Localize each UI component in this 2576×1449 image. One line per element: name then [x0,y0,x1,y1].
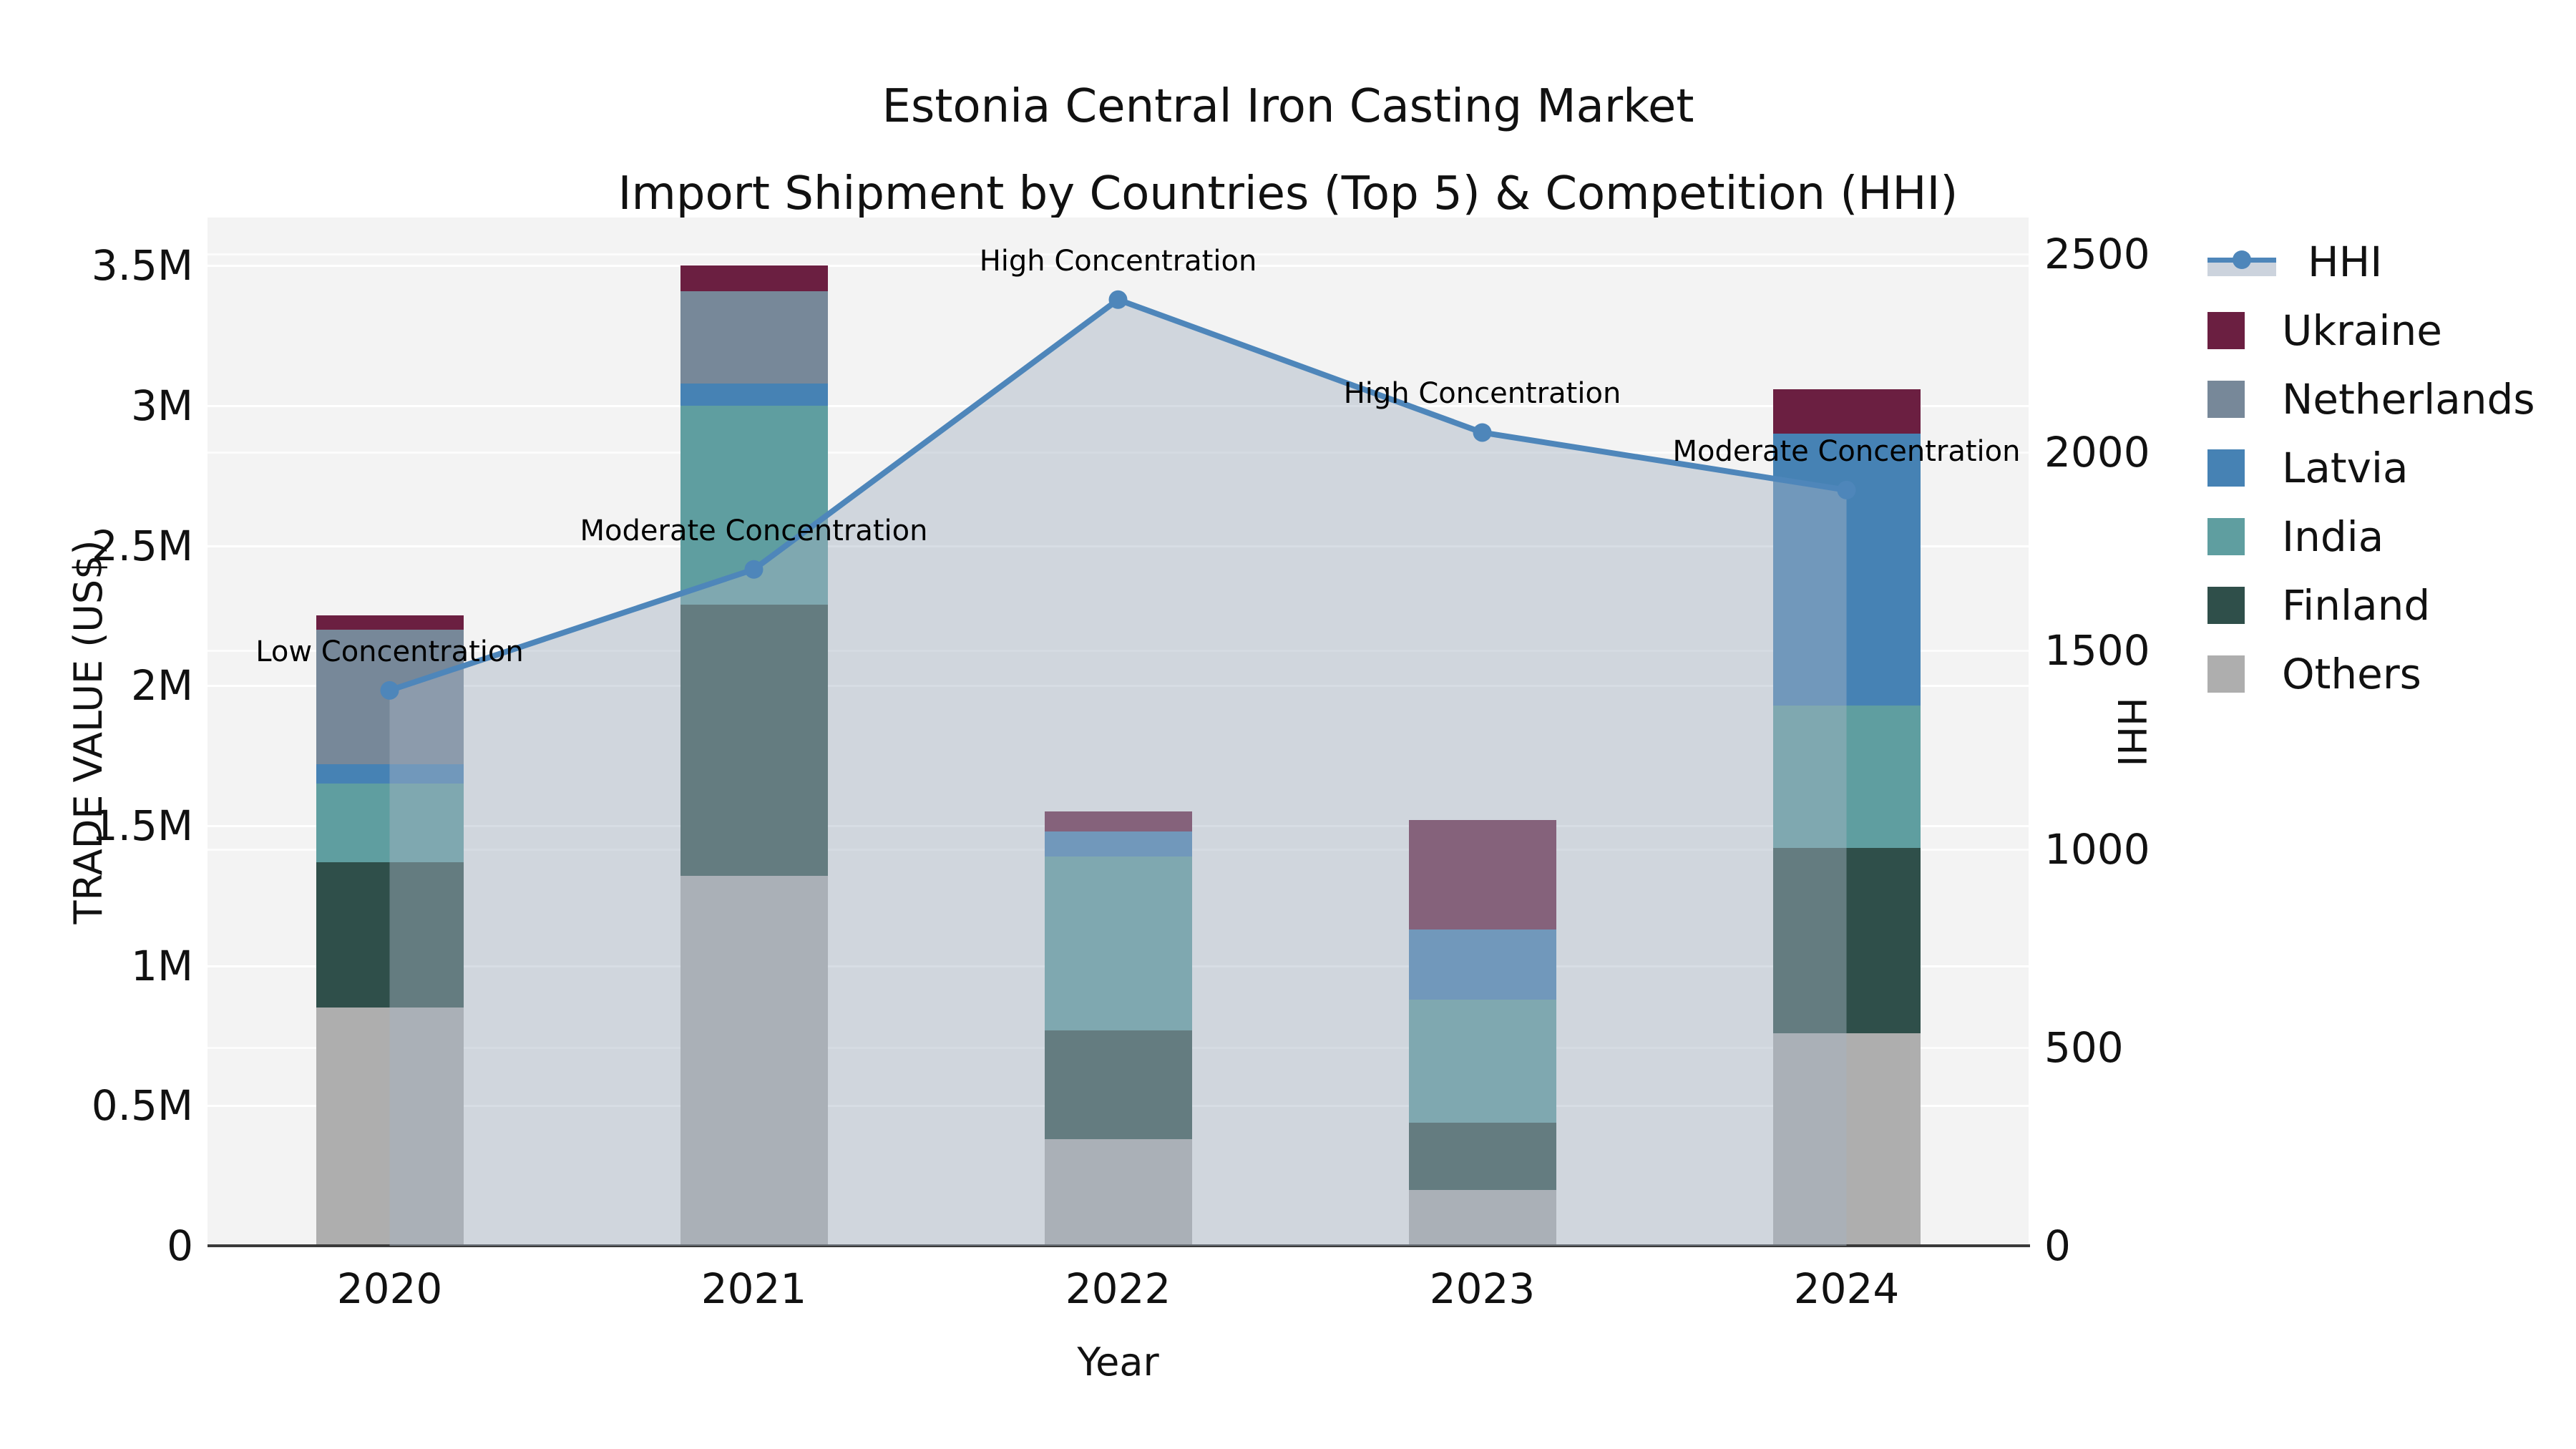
x-tick-label-2020: 2020 [336,1264,443,1313]
bar-segment-finland-2022 [1044,1030,1192,1140]
bar-segment-others-2024 [1772,1033,1921,1246]
bar-segment-others-2023 [1408,1189,1556,1246]
bar-segment-latvia-2020 [316,763,464,784]
x-axis-line [208,1244,2030,1247]
legend-label: Latvia [2282,444,2409,492]
legend-swatch-finland [2207,587,2245,624]
legend-item-finland: Finland [2207,571,2430,640]
gridline [208,685,2029,688]
y-right-tick-label: 500 [2044,1023,2124,1072]
legend-swatch-india [2207,518,2245,555]
gridline [208,265,2029,268]
bar-segment-latvia-2023 [1408,929,1556,1000]
legend-item-others: Others [2207,640,2421,708]
bar-segment-finland-2020 [316,862,464,1008]
legend-swatch-netherlands [2207,381,2245,418]
legend-swatch-ukraine [2207,312,2245,349]
bar-segment-finland-2021 [680,604,828,877]
y-left-tick-label: 2M [131,661,193,711]
legend-item-india: India [2207,502,2384,571]
bar-segment-ukraine-2022 [1044,811,1192,831]
bar-segment-india-2022 [1044,857,1192,1030]
y-left-tick-label: 1M [131,941,193,990]
gridline [208,404,2029,407]
legend-item-ukraine: Ukraine [2207,296,2442,365]
chart-title: Estonia Central Iron Casting Market Impo… [0,80,2576,220]
legend-label: Netherlands [2282,375,2535,424]
legend: HHI Ukraine Netherlands Latvia India Finland O… [2207,228,2576,714]
annotation-2023: High Concentration [1343,377,1621,411]
y-left-tick-label: 0.5M [91,1081,193,1131]
gridline [208,650,2029,653]
hhi-marker-2020 [380,680,399,700]
y-axis-right-title: HHI [2109,696,2154,767]
hhi-marker-2024 [1837,480,1856,499]
bar-segment-ukraine-2023 [1408,820,1556,930]
y-left-tick-label: 0 [167,1221,193,1270]
gridline [208,545,2029,547]
bar-segment-latvia-2024 [1772,434,1921,706]
legend-item-latvia: Latvia [2207,434,2409,502]
legend-label: Finland [2282,581,2431,630]
bar-segment-latvia-2021 [680,383,828,406]
y-right-tick-label: 1500 [2044,626,2150,675]
bar-segment-ukraine-2020 [316,615,464,630]
legend-label: Ukraine [2282,306,2442,355]
legend-hhi-line-swatch [2207,243,2276,280]
bar-segment-others-2021 [680,876,828,1246]
x-tick-label-2024: 2024 [1793,1264,1900,1313]
chart-title-line1: Estonia Central Iron Casting Market [882,80,1694,133]
legend-label: HHI [2308,238,2383,286]
y-left-tick-label: 3.5M [91,241,193,291]
hhi-marker-2021 [744,560,763,579]
bar-segment-india-2020 [316,784,464,862]
x-axis-title: Year [1077,1340,1159,1385]
x-tick-label-2022: 2022 [1065,1264,1171,1313]
bar-segment-finland-2023 [1408,1122,1556,1190]
bar-segment-finland-2024 [1772,848,1921,1033]
hhi-area-fill [389,299,1847,1246]
bar-segment-others-2022 [1044,1139,1192,1246]
hhi-marker-2022 [1108,290,1128,309]
legend-swatch-others [2207,655,2245,693]
gridline [208,452,2029,454]
bar-segment-ukraine-2024 [1772,389,1921,434]
y-axis-left-title: TRADE VALUE (US$) [66,539,111,924]
x-tick-label-2023: 2023 [1429,1264,1536,1313]
y-left-tick-label: 2.5M [91,521,193,570]
y-right-tick-label: 2000 [2044,428,2150,477]
legend-label: Others [2282,650,2421,698]
bar-segment-india-2024 [1772,705,1921,849]
y-right-tick-label: 1000 [2044,824,2150,874]
annotation-2022: High Concentration [979,244,1257,278]
annotation-2020: Low Concentration [255,635,524,668]
y-left-tick-label: 3M [131,381,193,430]
legend-hhi-marker [2233,250,2251,269]
x-tick-label-2021: 2021 [701,1264,807,1313]
chart-title-line2: Import Shipment by Countries (Top 5) & C… [618,167,1958,220]
bar-segment-latvia-2022 [1044,831,1192,857]
bar-segment-others-2020 [316,1008,464,1246]
y-right-tick-label: 2500 [2044,230,2150,278]
gridline [208,253,2029,255]
legend-swatch-latvia [2207,449,2245,487]
bar-segment-netherlands-2021 [680,291,828,384]
annotation-2024: Moderate Concentration [1672,434,2021,468]
bar-segment-india-2023 [1408,999,1556,1123]
legend-item-hhi: HHI [2207,228,2382,296]
annotation-2021: Moderate Concentration [580,514,928,547]
hhi-marker-2023 [1473,423,1492,442]
y-right-tick-label: 0 [2044,1221,2071,1270]
legend-item-netherlands: Netherlands [2207,365,2535,434]
bar-segment-ukraine-2021 [680,265,828,291]
y-left-tick-label: 1.5M [91,801,193,850]
legend-label: India [2282,512,2384,561]
